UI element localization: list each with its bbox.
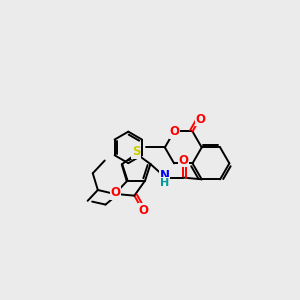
Text: S: S xyxy=(132,146,141,158)
Text: O: O xyxy=(111,187,121,200)
Text: N: N xyxy=(160,169,170,182)
Text: O: O xyxy=(138,204,148,217)
Text: O: O xyxy=(178,154,188,166)
Text: O: O xyxy=(195,113,205,126)
Text: O: O xyxy=(170,125,180,138)
Text: H: H xyxy=(160,178,170,188)
